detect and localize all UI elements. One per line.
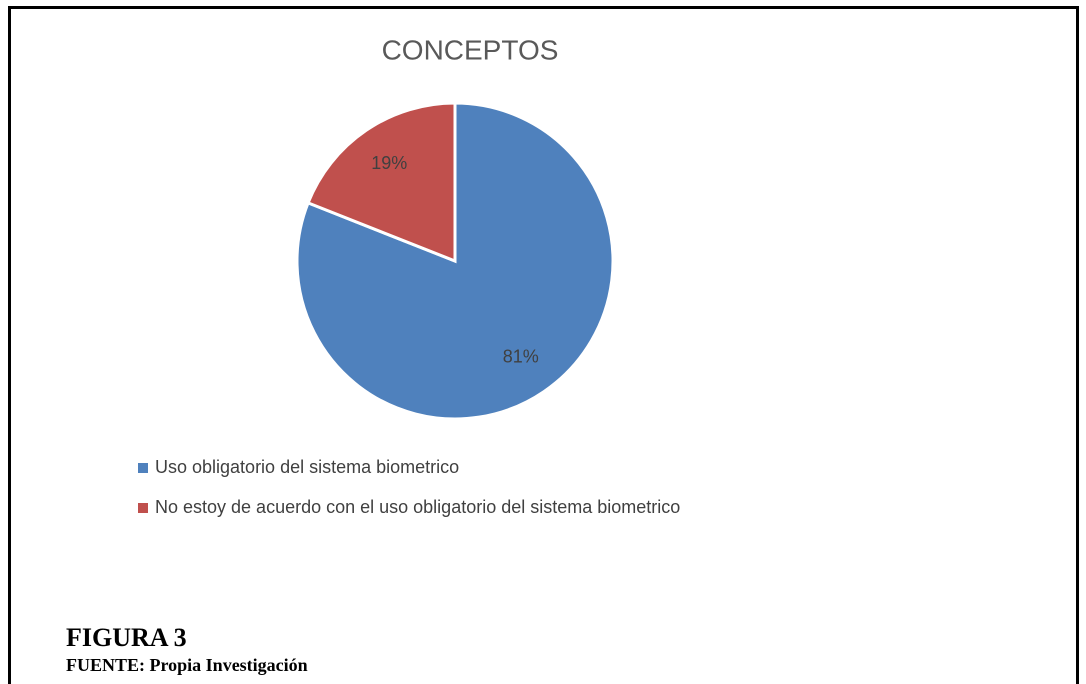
data-label: 81% bbox=[503, 346, 539, 366]
chart-title: CONCEPTOS bbox=[382, 34, 559, 65]
figure-label: FIGURA 3 bbox=[66, 623, 187, 652]
source-label: FUENTE: Propia Investigación bbox=[66, 655, 308, 675]
frame bbox=[8, 6, 1079, 684]
legend-swatch bbox=[138, 503, 148, 513]
legend-swatch bbox=[138, 463, 148, 473]
legend-label: Uso obligatorio del sistema biometrico bbox=[155, 457, 459, 477]
legend-label: No estoy de acuerdo con el uso obligator… bbox=[155, 497, 680, 517]
data-label: 19% bbox=[371, 153, 407, 173]
pie-slice bbox=[306, 101, 457, 264]
